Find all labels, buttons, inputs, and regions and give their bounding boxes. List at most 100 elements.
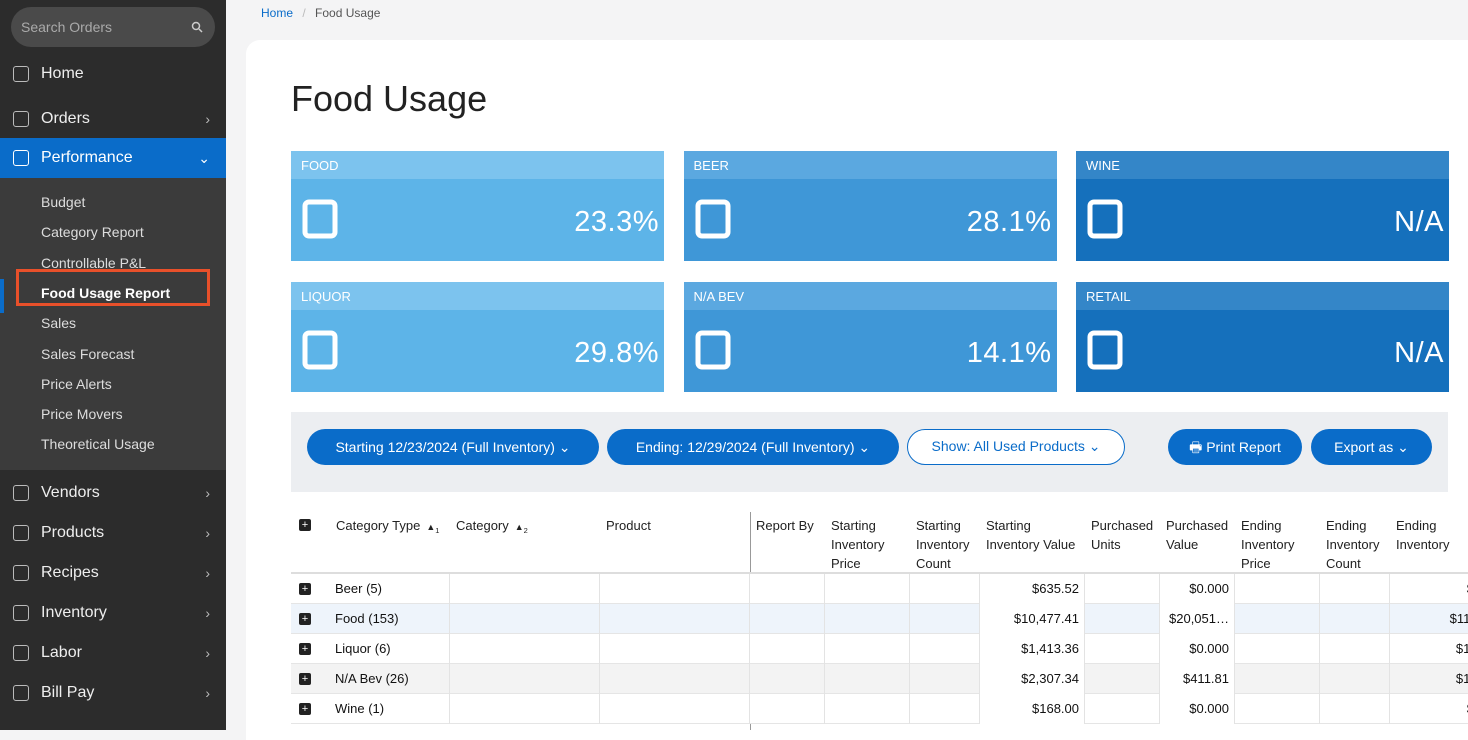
- category-card[interactable]: N/A BEV 14.1%: [683, 282, 1057, 392]
- table-cell: [1085, 574, 1160, 604]
- table-cell: Beer (5): [330, 574, 450, 604]
- chevron: ›: [205, 525, 210, 541]
- category-card[interactable]: WINE N/A: [1076, 151, 1449, 261]
- end-dropdown[interactable]: Ending: 12/29/2024 (Full Inventory) ⌄: [607, 429, 899, 465]
- card-label: RETAIL: [1076, 282, 1449, 310]
- nav-item[interactable]: Recipes ›: [0, 553, 226, 593]
- column-header[interactable]: Purchased Units: [1091, 516, 1160, 554]
- nav-item[interactable]: Labor ›: [0, 633, 226, 673]
- breadcrumb-link[interactable]: Home: [261, 6, 294, 20]
- table-cell: [825, 634, 910, 664]
- table-cell: [750, 694, 825, 724]
- card-label: FOOD: [291, 151, 664, 179]
- nav-item[interactable]: Performance ⌄: [0, 138, 226, 178]
- column-header[interactable]: Ending Inventory Price: [1241, 516, 1320, 573]
- expand-row[interactable]: +: [299, 673, 311, 685]
- expand-row[interactable]: +: [299, 613, 311, 625]
- table-cell: $2,307.34: [980, 664, 1085, 694]
- table-row[interactable]: [291, 664, 1468, 694]
- chevron: ›: [205, 645, 210, 661]
- card-label: N/A BEV: [683, 282, 1057, 310]
- chevron: ›: [205, 485, 210, 501]
- card-value: 29.8%: [574, 337, 659, 369]
- active-marker: [0, 279, 4, 313]
- header-label: Purchased Units: [1091, 518, 1154, 552]
- table-row[interactable]: [291, 634, 1468, 664]
- table-cell: [1085, 634, 1160, 664]
- table-cell: [910, 604, 980, 634]
- nav-icon: [13, 111, 29, 127]
- nav-label: Inventory: [41, 604, 107, 621]
- show-dropdown[interactable]: Show: All Used Products ⌄: [907, 429, 1125, 465]
- table-cell: [1320, 604, 1390, 634]
- nav-icon: [13, 645, 29, 661]
- nav-item[interactable]: Inventory ›: [0, 593, 226, 633]
- card-icon: [1087, 199, 1123, 239]
- table-cell: [450, 694, 600, 724]
- sidebar: Search Orders Home Orders › Performance ⌄ Bud…: [0, 0, 226, 730]
- chevron: ›: [205, 685, 210, 701]
- submenu-item[interactable]: Price Movers: [41, 406, 123, 423]
- expand-row[interactable]: +: [299, 583, 311, 595]
- submenu-item[interactable]: Sales: [41, 315, 77, 332]
- expand-row[interactable]: +: [299, 703, 311, 715]
- export-button[interactable]: Export as ⌄: [1311, 429, 1432, 465]
- table-row[interactable]: [291, 604, 1468, 634]
- submenu-item[interactable]: Price Alerts: [41, 375, 112, 392]
- nav-item[interactable]: Orders ›: [0, 99, 226, 139]
- column-header[interactable]: Purchased Value: [1166, 516, 1235, 554]
- category-card[interactable]: FOOD 23.3%: [291, 151, 664, 261]
- expand-all[interactable]: +: [299, 519, 311, 531]
- table-cell: [1085, 664, 1160, 694]
- table-row[interactable]: [291, 574, 1468, 604]
- card-value: 23.3%: [574, 206, 659, 238]
- column-header[interactable]: Ending Inventory: [1396, 516, 1468, 554]
- table-cell: [1320, 634, 1390, 664]
- table-cell: [1235, 694, 1320, 724]
- table-row[interactable]: [291, 694, 1468, 724]
- breadcrumb-current: Food Usage: [315, 6, 381, 20]
- nav-item[interactable]: Products ›: [0, 513, 226, 553]
- nav-label: Recipes: [41, 564, 99, 581]
- column-header[interactable]: Ending Inventory Count: [1326, 516, 1390, 573]
- search-input[interactable]: Search Orders: [11, 7, 215, 47]
- column-header[interactable]: Starting Inventory Value: [986, 516, 1085, 554]
- table-cell: [450, 604, 600, 634]
- card-icon: [1087, 330, 1123, 370]
- table-cell: [600, 574, 750, 604]
- submenu-item[interactable]: Controllable P&L: [41, 254, 147, 271]
- column-header[interactable]: Starting Inventory Price: [831, 516, 910, 573]
- nav-item[interactable]: Home: [0, 54, 226, 94]
- chevron: ›: [205, 111, 210, 127]
- label: Print Report: [1206, 439, 1281, 455]
- submenu-item[interactable]: Category Report: [41, 224, 144, 241]
- category-card[interactable]: RETAIL N/A: [1076, 282, 1449, 392]
- column-header[interactable]: Report By: [756, 516, 825, 535]
- nav-item[interactable]: Vendors ›: [0, 473, 226, 513]
- expand-row[interactable]: +: [299, 643, 311, 655]
- submenu-item[interactable]: Sales Forecast: [41, 345, 135, 362]
- table-cell: Food (153): [330, 604, 450, 634]
- table-cell: [1320, 694, 1390, 724]
- header-border: [291, 572, 1468, 574]
- submenu-item[interactable]: Budget: [41, 194, 86, 210]
- table-cell: $1,: [1390, 634, 1468, 664]
- category-card[interactable]: LIQUOR 29.8%: [291, 282, 664, 392]
- nav-icon: [13, 685, 29, 701]
- table-cell: [1320, 664, 1390, 694]
- column-header[interactable]: Category Type ▲1: [336, 516, 450, 540]
- table-cell: [450, 634, 600, 664]
- category-card[interactable]: BEER 28.1%: [683, 151, 1057, 261]
- print-button[interactable]: 🖶 Print Report: [1168, 429, 1302, 465]
- sort-order: 2: [523, 525, 528, 535]
- table-cell: Wine (1): [330, 694, 450, 724]
- highlight-box: [16, 268, 210, 306]
- table-cell: [1085, 694, 1160, 724]
- column-header[interactable]: Category ▲2: [456, 516, 600, 540]
- start-dropdown[interactable]: Starting 12/23/2024 (Full Inventory) ⌄: [307, 429, 599, 465]
- column-header[interactable]: Starting Inventory Count: [916, 516, 980, 573]
- nav-item[interactable]: Bill Pay ›: [0, 673, 226, 713]
- submenu-item[interactable]: Theoretical Usage: [41, 436, 155, 453]
- column-header[interactable]: Product: [606, 516, 750, 535]
- submenu-item[interactable]: Food Usage Report: [41, 284, 171, 301]
